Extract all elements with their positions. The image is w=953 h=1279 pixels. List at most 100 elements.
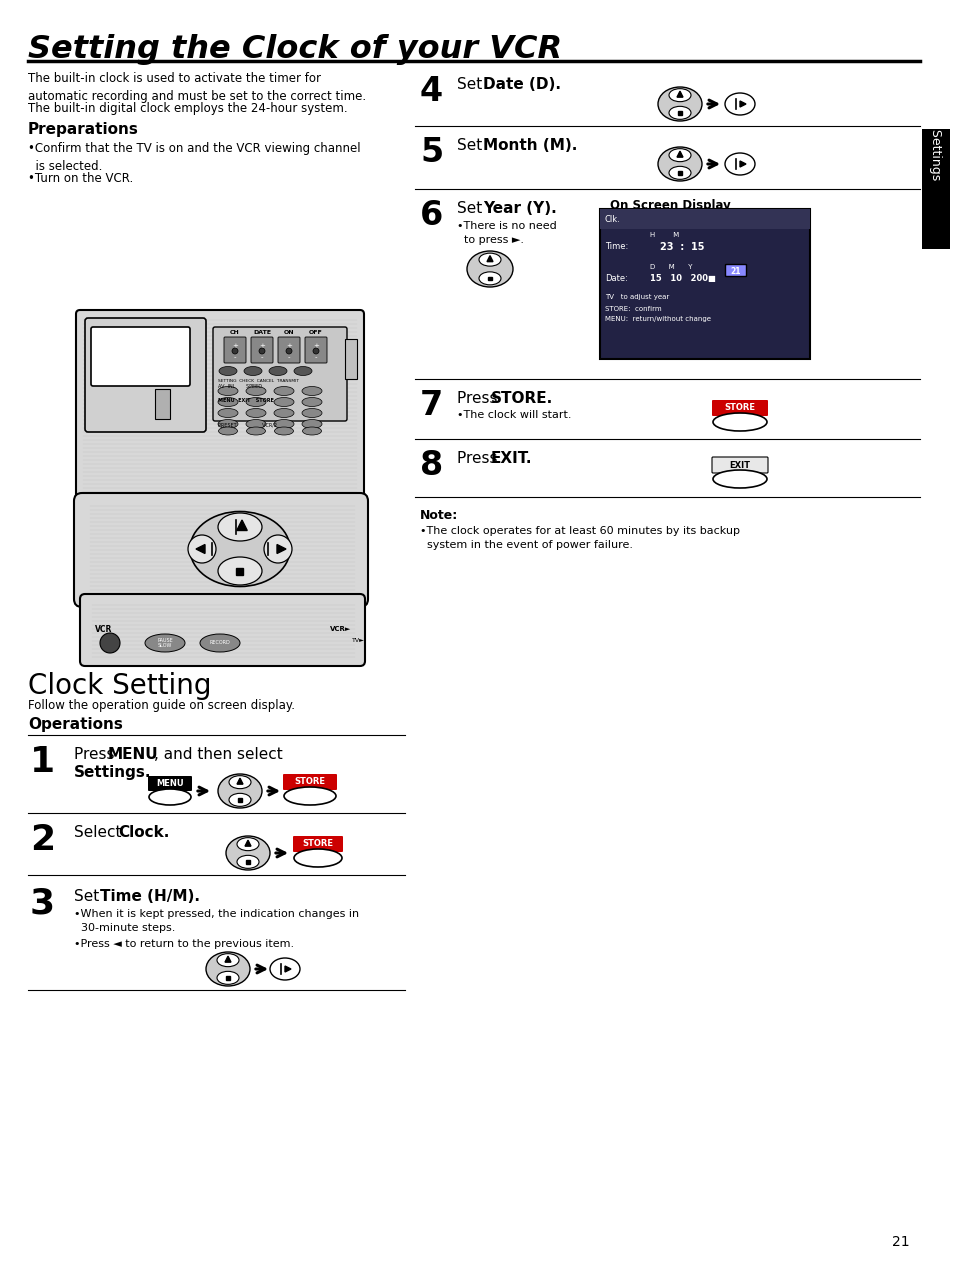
Text: STORE: STORE [294,778,325,787]
Ellipse shape [229,793,251,806]
Polygon shape [236,521,247,531]
Ellipse shape [274,408,294,417]
FancyBboxPatch shape [277,336,299,363]
Text: Various Settings: Various Settings [928,79,942,180]
FancyBboxPatch shape [74,492,368,608]
Text: DATE: DATE [253,330,271,335]
Ellipse shape [274,427,294,435]
Ellipse shape [100,633,120,654]
Text: Follow the operation guide on screen display.: Follow the operation guide on screen dis… [28,700,294,712]
Bar [678,111,681,115]
Text: VCR: VCR [95,624,112,633]
Ellipse shape [294,367,312,376]
Text: Preparations: Preparations [28,122,139,137]
Text: +: + [232,343,237,349]
Bar [246,859,250,863]
Ellipse shape [302,427,321,435]
Text: CH: CH [230,330,239,335]
FancyBboxPatch shape [599,208,809,359]
Text: AV  INL       SPEED: AV INL SPEED [218,385,262,390]
Bar [678,171,681,175]
Text: Date:: Date: [604,274,627,283]
Polygon shape [677,91,682,97]
Text: •When it is kept pressed, the indication changes in
  30-minute steps.: •When it is kept pressed, the indication… [74,909,358,932]
Text: Clock Setting: Clock Setting [28,671,212,700]
Polygon shape [740,101,745,107]
Ellipse shape [270,958,299,980]
Ellipse shape [658,147,701,182]
Bar [599,208,809,229]
Text: Select: Select [74,825,126,840]
Ellipse shape [478,272,500,285]
Ellipse shape [246,386,266,395]
Text: Press: Press [74,747,119,762]
Bar [345,339,356,379]
Ellipse shape [286,348,292,354]
Text: Time:: Time: [604,242,628,251]
Text: 1: 1 [30,744,55,779]
Text: 2: 2 [30,822,55,857]
Ellipse shape [149,789,191,804]
Ellipse shape [226,836,270,870]
Ellipse shape [294,849,341,867]
Text: •Confirm that the TV is on and the VCR viewing channel
  is selected.: •Confirm that the TV is on and the VCR v… [28,142,360,173]
Ellipse shape [302,386,322,395]
Ellipse shape [467,251,513,286]
Ellipse shape [218,408,237,417]
Text: Clk.: Clk. [604,215,620,224]
Ellipse shape [218,420,237,428]
Text: 6: 6 [419,200,443,231]
Text: -: - [288,354,290,359]
Ellipse shape [218,398,237,407]
FancyBboxPatch shape [76,310,364,503]
Text: D      M      Y: D M Y [649,263,692,270]
Text: STORE:  confirm: STORE: confirm [604,306,661,312]
Ellipse shape [190,512,290,587]
Text: Clock.: Clock. [118,825,170,840]
Polygon shape [245,840,251,847]
Ellipse shape [218,427,237,435]
Text: TV►: TV► [352,638,364,643]
Bar [488,276,491,280]
Ellipse shape [216,954,239,967]
Ellipse shape [236,838,258,851]
Text: PRESET                 VCR/2: PRESET VCR/2 [218,422,276,427]
Ellipse shape [244,367,262,376]
Ellipse shape [724,153,754,175]
Text: On Screen Display: On Screen Display [609,200,730,212]
Text: -: - [314,354,317,359]
FancyBboxPatch shape [711,457,767,473]
Text: 7: 7 [419,389,443,422]
Text: Note:: Note: [419,509,457,522]
FancyBboxPatch shape [305,336,327,363]
Bar [238,798,241,802]
Ellipse shape [274,420,294,428]
Text: Date (D).: Date (D). [482,77,560,92]
FancyBboxPatch shape [85,318,206,432]
Text: Operations: Operations [28,718,123,732]
Text: MENU: MENU [156,779,184,788]
Text: EXIT: EXIT [729,460,750,469]
Ellipse shape [206,952,250,986]
Text: PAUSE
SLOW: PAUSE SLOW [157,638,172,648]
Text: EXIT.: EXIT. [491,451,532,466]
Text: -: - [233,354,236,359]
Ellipse shape [284,787,335,804]
Ellipse shape [712,413,766,431]
Text: •There is no need
  to press ►.: •There is no need to press ►. [456,221,557,246]
Ellipse shape [216,971,239,985]
Text: 4: 4 [419,75,442,107]
Text: 21: 21 [730,266,740,275]
Text: , and then select: , and then select [153,747,282,762]
Ellipse shape [229,775,251,789]
Text: MENU:  return/without change: MENU: return/without change [604,316,710,322]
Ellipse shape [274,386,294,395]
Polygon shape [276,545,286,554]
Ellipse shape [218,556,262,585]
Polygon shape [285,966,291,972]
Ellipse shape [246,398,266,407]
Text: 5: 5 [419,136,443,169]
Ellipse shape [712,469,766,489]
Ellipse shape [218,513,262,541]
FancyBboxPatch shape [213,327,347,421]
